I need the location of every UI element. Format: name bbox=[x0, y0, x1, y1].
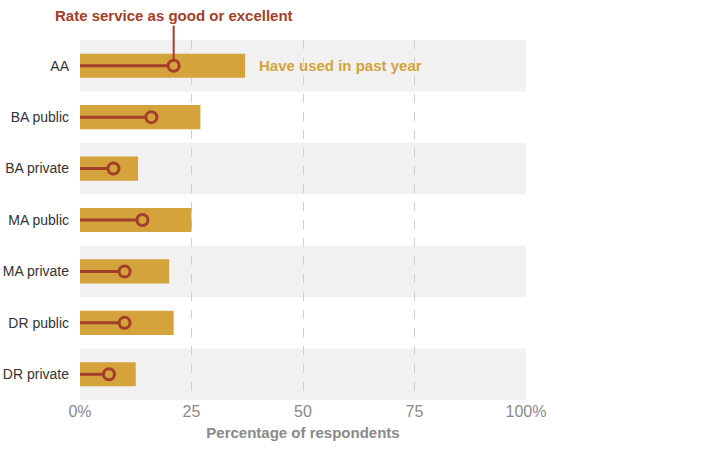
svg-text:DR private: DR private bbox=[3, 366, 69, 382]
svg-text:100%: 100% bbox=[506, 403, 547, 420]
svg-text:MA private: MA private bbox=[3, 263, 69, 279]
svg-text:0%: 0% bbox=[68, 403, 91, 420]
svg-text:BA private: BA private bbox=[5, 160, 69, 176]
svg-text:AA: AA bbox=[50, 58, 69, 74]
svg-text:25: 25 bbox=[183, 403, 201, 420]
svg-text:BA public: BA public bbox=[11, 109, 69, 125]
svg-text:Rate service as good or excell: Rate service as good or excellent bbox=[55, 7, 293, 24]
svg-text:DR public: DR public bbox=[8, 315, 69, 331]
svg-text:Have used in past year: Have used in past year bbox=[259, 57, 422, 74]
svg-text:50: 50 bbox=[294, 403, 312, 420]
svg-text:MA public: MA public bbox=[8, 212, 69, 228]
svg-text:Percentage of respondents: Percentage of respondents bbox=[206, 424, 399, 441]
svg-text:75: 75 bbox=[406, 403, 424, 420]
